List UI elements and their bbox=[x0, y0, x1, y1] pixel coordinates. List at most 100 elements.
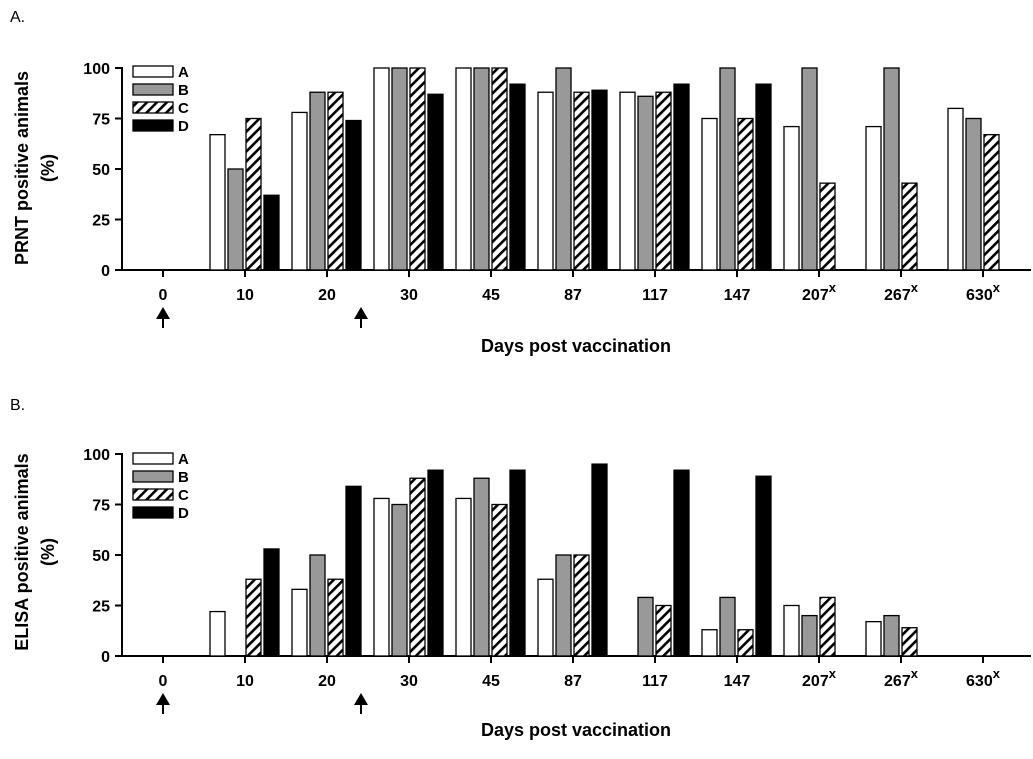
legend-swatch-A bbox=[132, 65, 174, 78]
x-tick-label: 30 bbox=[400, 673, 418, 690]
legend-swatch-D bbox=[132, 119, 174, 132]
bar-D-87 bbox=[591, 463, 608, 657]
y-tick-label: 25 bbox=[92, 599, 110, 616]
bar-A-207 bbox=[783, 125, 800, 271]
bar-A-117 bbox=[619, 91, 636, 271]
bar-A-147 bbox=[701, 117, 718, 271]
x-tick-label: 30 bbox=[400, 287, 418, 304]
bar-D-147 bbox=[755, 475, 772, 657]
bar-B-45 bbox=[473, 477, 490, 657]
bar-B-30 bbox=[391, 503, 408, 657]
y-tick-label: 0 bbox=[101, 649, 110, 666]
legend-label-B: B bbox=[178, 82, 189, 99]
legend-swatch-B bbox=[132, 470, 174, 483]
x-tick-label: 0 bbox=[159, 673, 168, 690]
bar-A-630 bbox=[947, 107, 964, 271]
bar-A-10 bbox=[209, 610, 226, 657]
bar-C-45 bbox=[491, 503, 508, 657]
panel-label: B. bbox=[10, 397, 25, 414]
vaccination-arrow-head bbox=[156, 693, 170, 705]
y-tick-label: 100 bbox=[83, 447, 110, 464]
bar-A-45 bbox=[455, 67, 472, 271]
legend-swatch-C bbox=[132, 488, 174, 501]
bar-C-10 bbox=[245, 117, 262, 271]
x-tick-superscript: x bbox=[911, 666, 919, 681]
x-axis-label: Days post vaccination bbox=[481, 720, 671, 740]
x-tick-label: 87 bbox=[564, 673, 582, 690]
x-tick-label: 87 bbox=[564, 287, 582, 304]
x-tick-label: 10 bbox=[236, 287, 254, 304]
x-tick-label: 147 bbox=[724, 287, 751, 304]
bar-A-267 bbox=[865, 621, 882, 657]
bar-B-267 bbox=[883, 614, 900, 657]
chart-panel-b: B. ELISA positive animals (%) 0 25 50 75 100 0 10… bbox=[0, 387, 1033, 759]
y-axis-label: ELISA positive animals bbox=[12, 453, 32, 650]
legend-swatch-D bbox=[132, 506, 174, 519]
bar-C-45 bbox=[491, 67, 508, 271]
x-tick-label: 630x bbox=[966, 666, 1001, 690]
x-tick-label: 267x bbox=[884, 280, 919, 304]
bar-C-117 bbox=[655, 91, 672, 271]
x-tick-label: 20 bbox=[318, 673, 336, 690]
bar-C-207 bbox=[819, 596, 836, 657]
bar-A-87 bbox=[537, 91, 554, 271]
legend-swatch-A bbox=[132, 452, 174, 465]
y-tick-label: 25 bbox=[92, 213, 110, 230]
bar-A-30 bbox=[373, 497, 390, 657]
x-axis-label: Days post vaccination bbox=[481, 336, 671, 356]
chart-panel-a: A. PRNT positive animals (%) 0 25 50 75 100 0 10 2… bbox=[0, 0, 1033, 372]
bar-C-87 bbox=[573, 91, 590, 271]
bar-B-630 bbox=[965, 117, 982, 271]
bar-D-117 bbox=[673, 469, 690, 657]
bar-C-30 bbox=[409, 477, 426, 657]
bar-B-10 bbox=[227, 168, 244, 271]
x-tick-label: 45 bbox=[482, 673, 500, 690]
bar-D-30 bbox=[427, 469, 444, 657]
x-tick-label: 147 bbox=[724, 673, 751, 690]
bar-D-147 bbox=[755, 83, 772, 271]
bar-C-117 bbox=[655, 604, 672, 657]
x-tick-label: 207x bbox=[802, 666, 837, 690]
y-axis-label-unit: (%) bbox=[38, 154, 58, 182]
bar-D-10 bbox=[263, 548, 280, 657]
bar-B-117 bbox=[637, 596, 654, 657]
bar-D-20 bbox=[345, 119, 362, 271]
y-axis-label-unit: (%) bbox=[38, 538, 58, 566]
legend-label-D: D bbox=[178, 118, 189, 135]
bar-D-30 bbox=[427, 93, 444, 271]
x-tick-superscript: x bbox=[829, 280, 837, 295]
bar-A-30 bbox=[373, 67, 390, 271]
bar-C-267 bbox=[901, 182, 918, 271]
x-tick-label: 117 bbox=[642, 673, 668, 690]
bar-C-207 bbox=[819, 182, 836, 271]
bar-B-45 bbox=[473, 67, 490, 271]
bar-B-207 bbox=[801, 614, 818, 657]
bar-A-147 bbox=[701, 629, 718, 657]
bar-B-30 bbox=[391, 67, 408, 271]
y-tick-label: 50 bbox=[92, 548, 110, 565]
x-tick-label: 117 bbox=[642, 287, 668, 304]
bar-D-45 bbox=[509, 469, 526, 657]
bar-B-147 bbox=[719, 596, 736, 657]
bar-A-267 bbox=[865, 125, 882, 271]
vaccination-arrow-head bbox=[156, 307, 170, 319]
bar-B-20 bbox=[309, 554, 326, 657]
x-tick-label: 10 bbox=[236, 673, 254, 690]
y-tick-label: 100 bbox=[83, 61, 110, 78]
bar-B-87 bbox=[555, 67, 572, 271]
bar-D-10 bbox=[263, 194, 280, 271]
x-tick-label: 207x bbox=[802, 280, 837, 304]
bar-B-20 bbox=[309, 91, 326, 271]
bar-A-207 bbox=[783, 604, 800, 657]
x-tick-superscript: x bbox=[993, 280, 1001, 295]
legend-label-A: A bbox=[178, 451, 189, 468]
vaccination-arrow-head bbox=[354, 693, 368, 705]
x-tick-label: 45 bbox=[482, 287, 500, 304]
legend-swatch-C bbox=[132, 101, 174, 114]
legend-label-C: C bbox=[178, 487, 189, 504]
y-tick-label: 75 bbox=[92, 112, 110, 129]
x-tick-superscript: x bbox=[829, 666, 837, 681]
prnt-chart: A. PRNT positive animals (%) 0 25 50 75 100 0 10 2… bbox=[10, 9, 1031, 356]
bar-C-20 bbox=[327, 578, 344, 657]
bar-A-87 bbox=[537, 578, 554, 657]
